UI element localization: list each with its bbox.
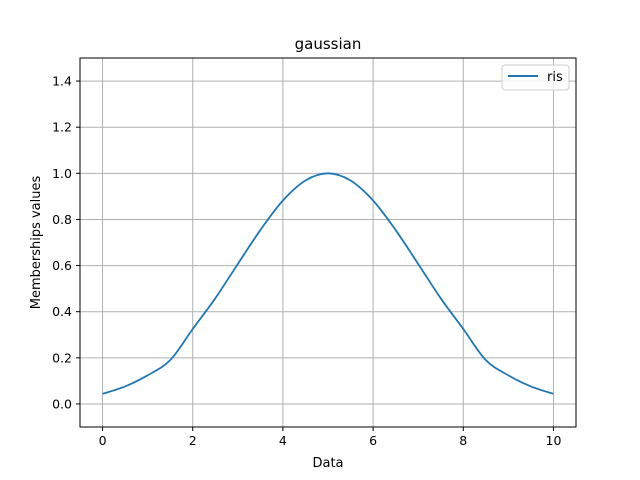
x-tick-label: 2 — [189, 433, 197, 448]
series-layer — [102, 172, 554, 395]
grid-lines — [80, 58, 576, 427]
y-tick-label: 0.8 — [52, 212, 72, 227]
x-axis-label: Data — [312, 456, 343, 471]
y-tick-label: 0.4 — [52, 304, 72, 319]
plot-area-frame — [79, 57, 577, 428]
y-axis-label: Memberships values — [29, 176, 44, 310]
legend: ris — [501, 64, 570, 91]
x-tick-label: 8 — [459, 433, 467, 448]
legend-label-ris: ris — [547, 70, 563, 85]
x-tick-label: 6 — [369, 433, 377, 448]
axis-ticks: 0 2 4 6 8 10 0.0 0.2 0.4 0.6 0.8 1.0 1.2 1.4 — [52, 74, 561, 448]
y-tick-label: 0.0 — [52, 396, 72, 411]
y-tick-label: 0.6 — [52, 258, 72, 273]
y-tick-label: 1.0 — [52, 166, 72, 181]
legend-box — [501, 64, 570, 91]
x-tick-label: 0 — [99, 433, 107, 448]
x-tick-label: 10 — [546, 433, 562, 448]
x-tick-label: 4 — [279, 433, 287, 448]
y-tick-label: 1.2 — [52, 120, 72, 135]
chart-title: gaussian — [295, 35, 362, 53]
y-tick-label: 1.4 — [52, 74, 72, 89]
y-tick-label: 0.2 — [52, 350, 72, 365]
series-line-ris — [102, 172, 554, 395]
